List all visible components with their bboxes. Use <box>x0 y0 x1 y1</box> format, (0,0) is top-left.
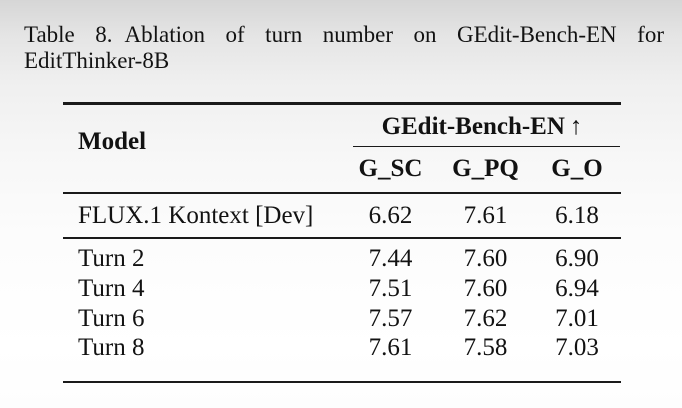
column-header-g-o: G_O <box>551 155 603 182</box>
model-cell: Turn 2 <box>78 245 145 272</box>
g-sc-cell: 7.57 <box>368 304 413 332</box>
g-pq-cell: 7.58 <box>463 334 508 361</box>
g-pq-cell: 7.60 <box>463 275 508 302</box>
ablation-table: Model GEdit-Bench-EN ↑ G_SC G_PQ G_O FLUX… <box>63 102 621 384</box>
model-cell: Turn 6 <box>78 304 145 332</box>
group-header-rule <box>353 145 620 147</box>
g-o-cell: 6.90 <box>555 245 599 272</box>
column-header-model: Model <box>78 128 147 155</box>
g-sc-cell: 7.51 <box>368 275 413 302</box>
model-cell: Turn 8 <box>78 334 145 361</box>
caption-text: Ablation of turn number on GEdit-Bench-E… <box>124 22 664 47</box>
column-header-g-pq: G_PQ <box>452 155 519 182</box>
table-bottom-rule <box>63 380 621 384</box>
caption-line-2: EditThinker-8B <box>24 48 170 73</box>
table-top-rule <box>63 102 621 105</box>
g-o-cell: 7.03 <box>555 334 599 361</box>
caption-label: Table 8. <box>24 22 113 47</box>
g-o-cell: 6.18 <box>555 202 599 229</box>
table-row-turn-2: Turn 2 7.44 7.60 6.90 <box>63 245 621 273</box>
g-pq-cell: 7.61 <box>463 202 508 229</box>
table-row-turn-8: Turn 8 7.61 7.58 7.03 <box>63 334 621 362</box>
table-row-turn-6: Turn 6 7.57 7.62 7.01 <box>63 305 621 333</box>
g-o-cell: 7.01 <box>555 304 599 332</box>
caption-line-1: Table 8. Ablation of turn number on GEdit… <box>24 22 664 48</box>
g-sc-cell: 7.61 <box>368 334 413 361</box>
g-o-cell: 6.94 <box>555 275 599 302</box>
group-header-gedit-bench-en: GEdit-Bench-EN ↑ <box>349 113 615 141</box>
table-row-turn-4: Turn 4 7.51 7.60 6.94 <box>63 275 621 303</box>
g-sc-cell: 6.62 <box>368 202 413 229</box>
group-header-label: GEdit-Bench-EN <box>381 113 565 140</box>
model-cell: FLUX.1 Kontext [Dev] <box>78 202 314 229</box>
table-caption: Table 8. Ablation of turn number on GEdit… <box>24 22 664 74</box>
subheader-row: G_SC G_PQ G_O <box>63 155 621 183</box>
table-row-flux-kontext: FLUX.1 Kontext [Dev] 6.62 7.61 6.18 <box>63 202 621 230</box>
g-pq-cell: 7.60 <box>463 245 508 272</box>
g-sc-cell: 7.44 <box>368 245 413 272</box>
header-body-rule <box>63 191 621 194</box>
model-cell: Turn 4 <box>78 275 145 302</box>
up-arrow-icon: ↑ <box>569 113 583 140</box>
baseline-separator-rule <box>63 237 621 239</box>
g-pq-cell: 7.62 <box>463 304 508 332</box>
column-header-g-sc: G_SC <box>358 155 423 182</box>
